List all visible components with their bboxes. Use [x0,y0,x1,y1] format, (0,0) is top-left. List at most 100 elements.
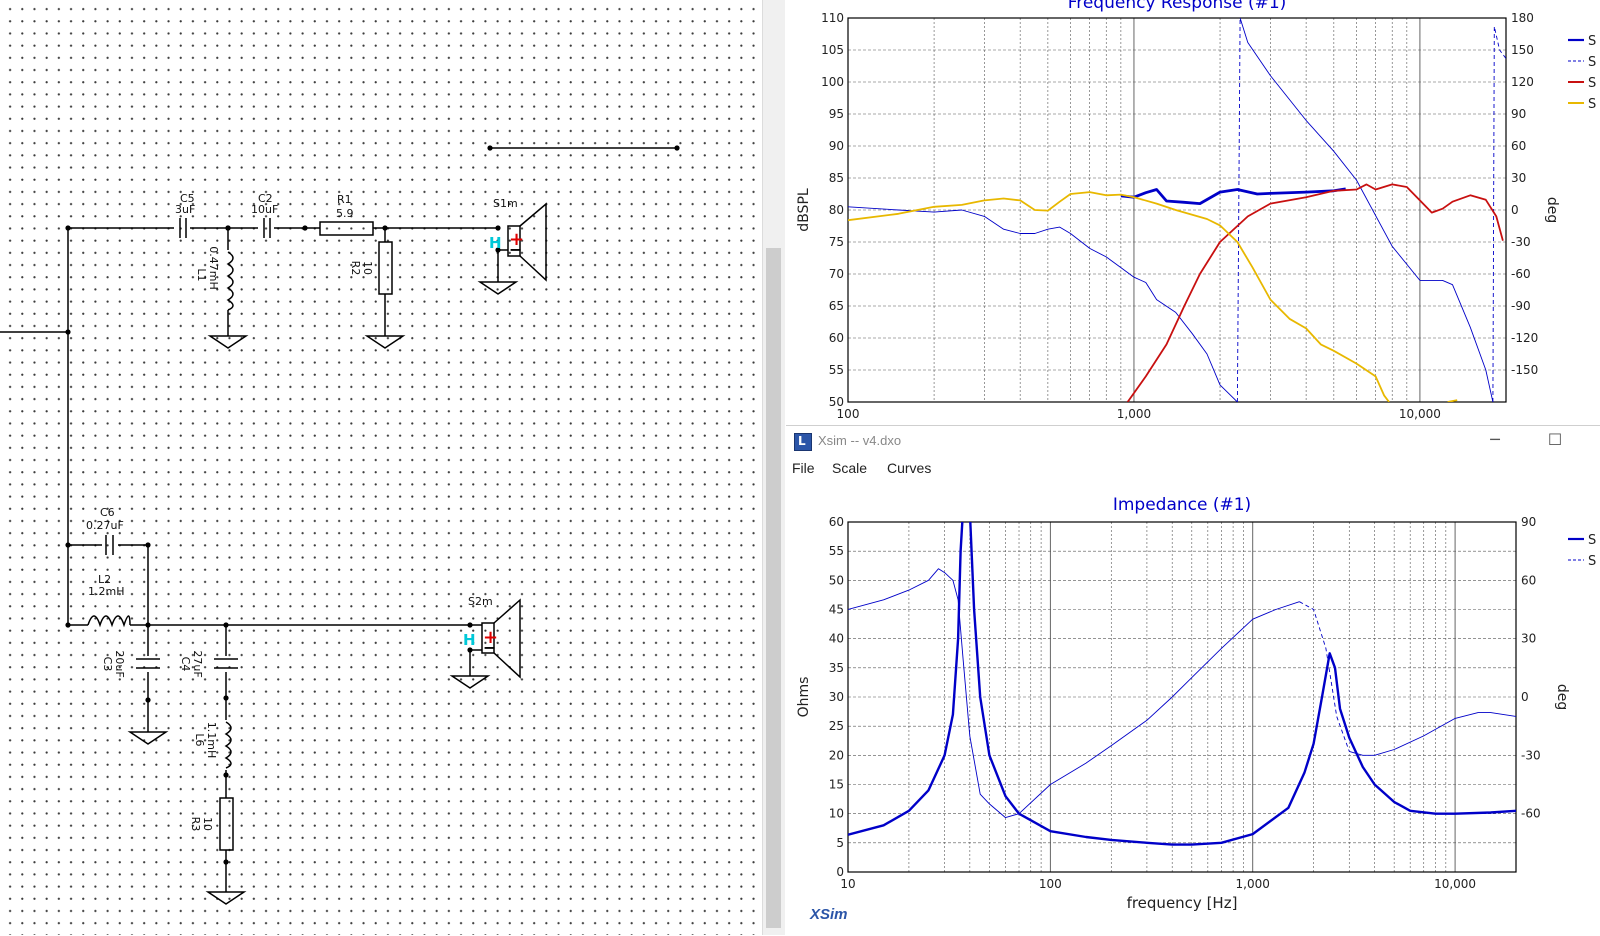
y-tick-label: 90 [829,139,844,153]
impedance-window: Xsim -- v4.dxo ─ ☐ File Scale Curves 0 5 1… [786,425,1600,936]
l1-value: 0.47mH [207,246,220,289]
r1-ref: R1 [337,193,352,206]
r1-value: 5.9 [336,207,354,220]
x-tick-label: 1,000 [1236,877,1270,891]
r3-value: 10 [201,817,214,831]
y-tick-label: 95 [829,107,844,121]
y-tick-label: 40 [829,632,844,646]
y-tick-label: 15 [829,778,844,792]
c5-value: 3uF [175,203,195,216]
y2-tick-label: -150 [1511,363,1538,377]
scrollbar-thumb[interactable] [766,248,781,928]
c2-ref: C2 [258,192,273,205]
y-tick-label: 60 [829,515,844,529]
chart-title: Impedance (#1) [1113,495,1251,515]
y2-tick-label: -120 [1511,331,1538,345]
y-tick-label: 80 [829,203,844,217]
minimize-button[interactable]: ─ [1490,430,1500,449]
maximize-button[interactable]: ☐ [1547,430,1563,449]
y-tick-label: 100 [821,75,844,89]
y2-tick-label: -60 [1511,267,1531,281]
legend-entry: S [1588,55,1596,70]
y-tick-label: 50 [829,395,844,409]
menubar: File Scale Curves [786,456,1600,482]
c5-ref: C5 [180,192,195,205]
menu-file[interactable]: File [792,460,815,476]
y-axis-label: Ohms [796,677,812,718]
y-tick-label: 110 [821,11,844,25]
c4-ref: C4 [179,657,192,672]
c3-ref: C3 [101,657,114,672]
schematic-scrollbar[interactable] [762,0,785,935]
y2-axis-label: deg [1544,197,1560,223]
s2m-plus-icon: + [483,627,498,648]
frequency-response-window: 50 55 60 65 70 75 80 85 90 95 100 105 110 -150 -120 -90… [786,0,1600,422]
x-tick-label: 10,000 [1434,877,1476,891]
series-line-2 [1236,18,1241,402]
menu-scale[interactable]: Scale [832,460,868,476]
x-tick-label: 100 [837,407,860,421]
y2-tick-label: 30 [1521,632,1536,646]
series-line-3 [1239,18,1494,402]
y-tick-label: 5 [836,836,844,850]
y-tick-label: 55 [829,544,844,558]
legend-entry: S [1588,554,1596,569]
y2-tick-label: -60 [1521,807,1541,821]
s2m-terminal-label: H [463,631,476,649]
y-tick-label: 10 [829,807,844,821]
legend-entry: S [1588,533,1596,548]
l1-ref: L1 [195,268,208,281]
l6-value: 1.1mH [205,722,218,758]
y-tick-label: 35 [829,661,844,675]
s1m-minus-icon: − [509,240,522,259]
schematic-drawing: + − + − H H C5 3uF C2 10uF R1 5.9 L1 0.4… [0,145,680,905]
l6-ref: L6 [193,733,206,746]
y2-tick-label: 90 [1521,515,1536,529]
y2-tick-label: 60 [1511,139,1526,153]
c2-value: 10uF [251,203,278,216]
y2-tick-label: 0 [1521,690,1529,704]
xsim-brand: XSim [810,906,848,923]
legend-entry: S [1588,97,1596,112]
y2-tick-label: -30 [1511,235,1531,249]
y-tick-label: 85 [829,171,844,185]
y-tick-label: 45 [829,603,844,617]
y2-tick-label: 30 [1511,171,1526,185]
series-line-5 [1126,183,1504,402]
r2-ref: R2 [349,261,362,276]
y2-axis-label: deg [1554,684,1570,710]
x-tick-label: 10,000 [1399,407,1441,421]
series-line-6 [848,191,1390,402]
c3-value: 20uF [113,650,126,677]
y2-tick-label: 120 [1511,75,1534,89]
impedance-titlebar[interactable]: Xsim -- v4.dxo ─ ☐ [786,426,1600,456]
chart-title: Frequency Response (#1) [1068,0,1287,13]
s1m-ref: S1m [493,197,518,210]
y-tick-label: 20 [829,748,844,762]
y-tick-label: 75 [829,235,844,249]
y2-tick-label: 60 [1521,573,1536,587]
y-tick-label: 0 [836,865,844,879]
schematic-canvas[interactable]: + − + − H H C5 3uF C2 10uF R1 5.9 L1 0.4… [0,0,762,935]
x-tick-label: 10 [840,877,855,891]
c4-value: 27uF [191,650,204,677]
x-tick-label: 1,000 [1117,407,1151,421]
y-tick-label: 105 [821,43,844,57]
x-axis-label: frequency [Hz] [1127,894,1238,912]
window-title: Xsim -- v4.dxo [818,433,902,448]
series-line-1 [848,206,1238,402]
menu-curves[interactable]: Curves [887,460,932,476]
c6-value: 0.27uF [86,519,124,532]
y-tick-label: 30 [829,690,844,704]
legend-entry: S [1588,76,1596,91]
s1m-terminal-label: H [489,234,502,252]
s2m-ref: S2m [468,595,493,608]
legend-entry: S [1588,34,1596,49]
l2-value: 1.2mH [88,585,124,598]
y-tick-label: 65 [829,299,844,313]
l2-ref: L2 [98,573,111,586]
y2-tick-label: 180 [1511,11,1534,25]
x-tick-label: 100 [1039,877,1062,891]
series-line-0 [1120,187,1346,206]
series-line-4 [1492,26,1506,402]
